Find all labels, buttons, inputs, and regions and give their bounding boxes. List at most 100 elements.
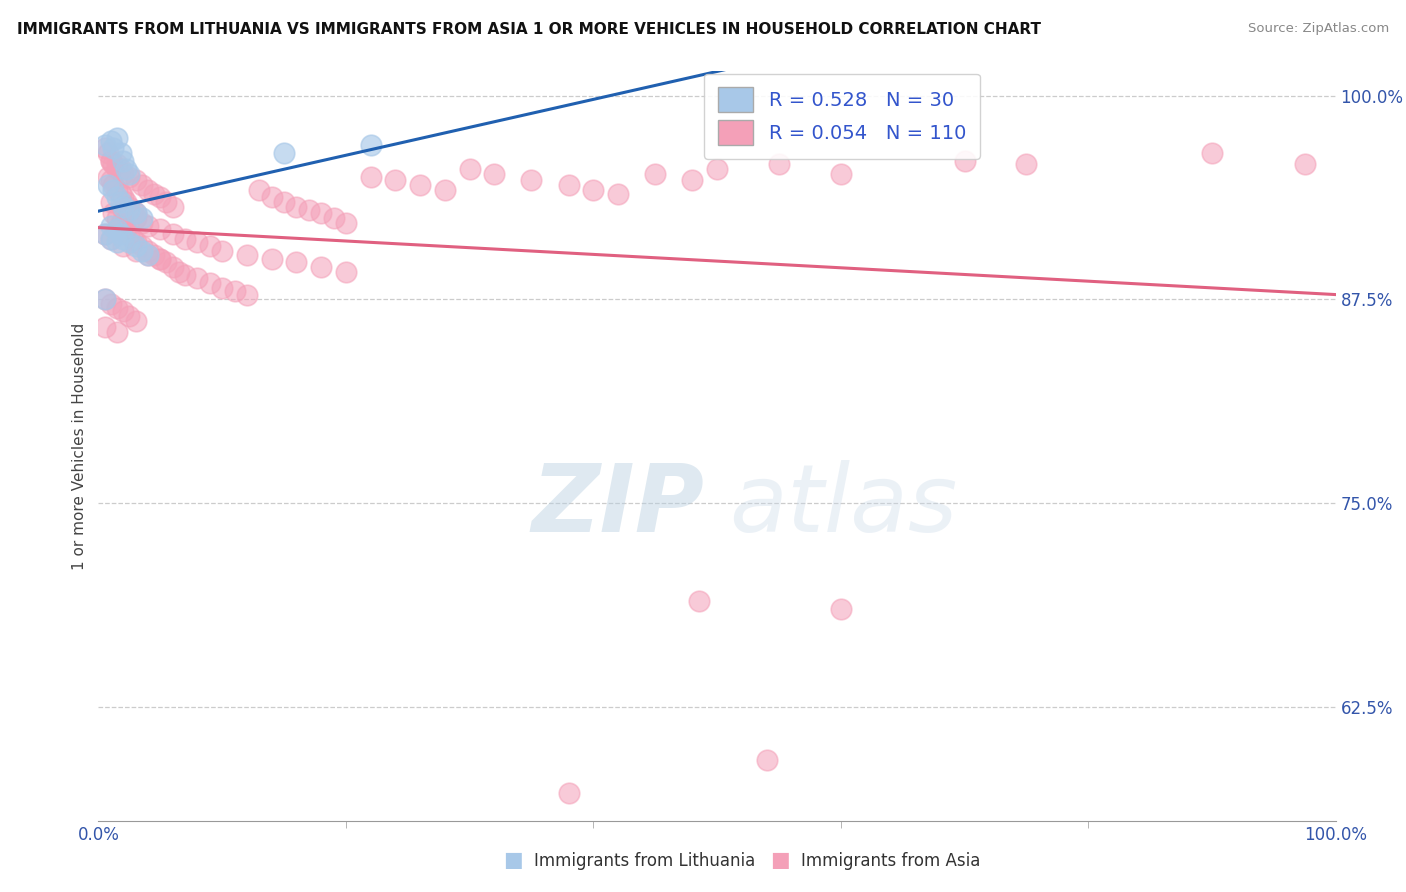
- Point: [149, 252, 172, 266]
- Point: [360, 137, 382, 152]
- Text: Immigrants from Lithuania: Immigrants from Lithuania: [534, 852, 755, 870]
- Point: [688, 593, 710, 607]
- Point: [1294, 157, 1316, 171]
- Point: [149, 222, 172, 236]
- Point: [1015, 157, 1038, 171]
- Point: [557, 178, 579, 193]
- Point: [118, 227, 141, 242]
- Point: [100, 297, 122, 311]
- Point: [112, 219, 135, 233]
- Point: [273, 194, 295, 209]
- Point: [131, 178, 153, 193]
- Point: [110, 227, 132, 242]
- Point: [100, 219, 122, 233]
- Y-axis label: 1 or more Vehicles in Household: 1 or more Vehicles in Household: [72, 322, 87, 570]
- Point: [118, 200, 141, 214]
- Point: [105, 183, 128, 197]
- Point: [103, 183, 125, 197]
- Point: [103, 141, 125, 155]
- Point: [285, 255, 308, 269]
- Point: [118, 170, 141, 185]
- Point: [112, 190, 135, 204]
- Point: [131, 216, 153, 230]
- Point: [136, 248, 159, 262]
- Point: [186, 271, 208, 285]
- Point: [131, 211, 153, 225]
- Point: [124, 173, 146, 187]
- Text: IMMIGRANTS FROM LITHUANIA VS IMMIGRANTS FROM ASIA 1 OR MORE VEHICLES IN HOUSEHOL: IMMIGRANTS FROM LITHUANIA VS IMMIGRANTS …: [17, 22, 1040, 37]
- Point: [97, 170, 120, 185]
- Point: [247, 183, 270, 197]
- Point: [1201, 145, 1223, 160]
- Text: ZIP: ZIP: [531, 460, 704, 552]
- Point: [236, 248, 259, 262]
- Point: [105, 157, 128, 171]
- Point: [110, 145, 132, 160]
- Point: [118, 309, 141, 323]
- Point: [100, 153, 122, 168]
- Point: [122, 202, 145, 217]
- Point: [582, 183, 605, 197]
- Point: [211, 244, 233, 258]
- Point: [260, 252, 283, 266]
- Point: [149, 252, 172, 266]
- Point: [211, 281, 233, 295]
- Point: [105, 222, 128, 236]
- Point: [100, 153, 122, 168]
- Point: [768, 157, 790, 171]
- Point: [298, 202, 321, 217]
- Point: [97, 145, 120, 160]
- Point: [557, 786, 579, 800]
- Point: [112, 232, 135, 246]
- Point: [105, 301, 128, 315]
- Point: [112, 153, 135, 168]
- Point: [105, 190, 128, 204]
- Point: [105, 235, 128, 250]
- Point: [830, 602, 852, 616]
- Point: [124, 313, 146, 327]
- Point: [384, 173, 406, 187]
- Point: [162, 227, 184, 242]
- Point: [322, 211, 344, 225]
- Point: [360, 170, 382, 185]
- Point: [118, 167, 141, 181]
- Point: [114, 194, 136, 209]
- Point: [124, 235, 146, 250]
- Point: [124, 206, 146, 220]
- Point: [131, 244, 153, 258]
- Point: [484, 167, 506, 181]
- Point: [186, 235, 208, 250]
- Point: [100, 173, 122, 187]
- Point: [100, 194, 122, 209]
- Point: [114, 162, 136, 177]
- Point: [100, 232, 122, 246]
- Point: [105, 162, 128, 177]
- Point: [136, 248, 159, 262]
- Point: [520, 173, 543, 187]
- Text: atlas: atlas: [730, 460, 957, 551]
- Point: [433, 183, 456, 197]
- Point: [136, 219, 159, 233]
- Point: [607, 186, 630, 201]
- Point: [136, 244, 159, 258]
- Point: [110, 194, 132, 209]
- Point: [103, 157, 125, 171]
- Point: [143, 186, 166, 201]
- Point: [953, 153, 976, 168]
- Point: [114, 222, 136, 236]
- Point: [260, 190, 283, 204]
- Point: [103, 178, 125, 193]
- Point: [273, 145, 295, 160]
- Point: [93, 227, 115, 242]
- Point: [285, 200, 308, 214]
- Point: [112, 202, 135, 217]
- Point: [198, 238, 221, 252]
- Point: [136, 183, 159, 197]
- Point: [706, 162, 728, 177]
- Point: [112, 167, 135, 181]
- Point: [174, 268, 197, 282]
- Point: [97, 178, 120, 193]
- Text: ■: ■: [503, 850, 523, 870]
- Point: [124, 206, 146, 220]
- Point: [93, 320, 115, 334]
